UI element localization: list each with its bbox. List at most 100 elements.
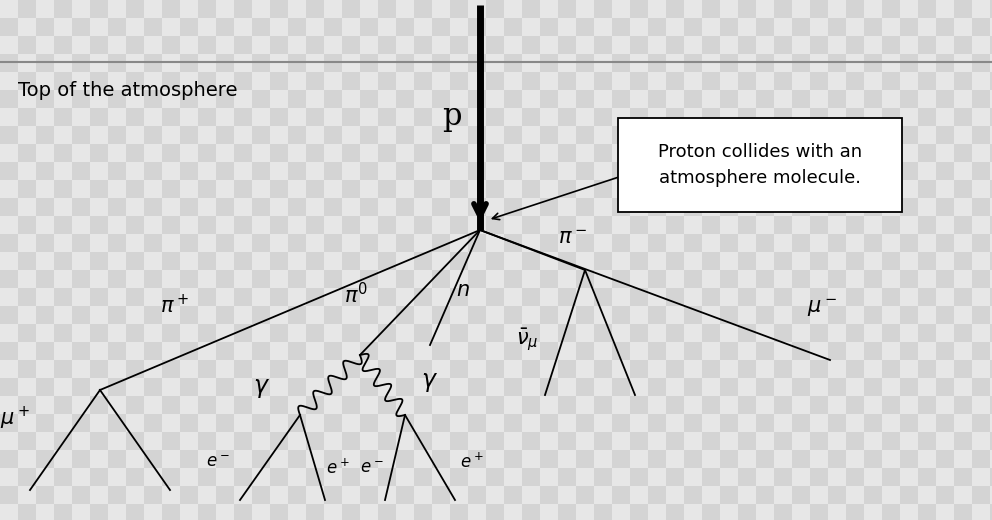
Bar [162, 270, 180, 288]
Bar [252, 288, 270, 306]
Bar [756, 36, 774, 54]
Bar [54, 18, 72, 36]
Bar [648, 288, 666, 306]
Bar [504, 72, 522, 90]
Bar [738, 234, 756, 252]
Bar [504, 216, 522, 234]
Bar [702, 378, 720, 396]
Bar [630, 18, 648, 36]
Bar [252, 36, 270, 54]
Bar [630, 414, 648, 432]
Bar [828, 324, 846, 342]
Bar [504, 324, 522, 342]
Bar [666, 270, 684, 288]
Bar [288, 288, 306, 306]
Bar [990, 342, 992, 360]
Bar [774, 306, 792, 324]
Bar [414, 450, 432, 468]
Bar [900, 0, 918, 18]
Bar [936, 396, 954, 414]
Bar [360, 252, 378, 270]
Bar [720, 396, 738, 414]
Bar [270, 486, 288, 504]
Bar [18, 486, 36, 504]
Bar [288, 0, 306, 18]
Bar [90, 198, 108, 216]
Bar [792, 216, 810, 234]
Bar [666, 342, 684, 360]
Bar [144, 324, 162, 342]
Bar [90, 414, 108, 432]
Text: $e^+$: $e^+$ [326, 458, 350, 478]
Bar [738, 54, 756, 72]
Bar [900, 288, 918, 306]
Bar [612, 252, 630, 270]
Bar [270, 414, 288, 432]
Bar [324, 396, 342, 414]
Bar [90, 18, 108, 36]
Bar [684, 252, 702, 270]
Bar [846, 234, 864, 252]
Bar [378, 90, 396, 108]
Bar [918, 198, 936, 216]
Bar [990, 486, 992, 504]
Bar [144, 432, 162, 450]
Bar [666, 162, 684, 180]
Bar [594, 450, 612, 468]
Bar [792, 108, 810, 126]
Bar [36, 468, 54, 486]
Bar [918, 306, 936, 324]
Bar [666, 54, 684, 72]
Bar [846, 342, 864, 360]
Bar [126, 54, 144, 72]
Bar [522, 450, 540, 468]
Bar [234, 126, 252, 144]
Bar [720, 36, 738, 54]
Bar [180, 144, 198, 162]
Bar [216, 252, 234, 270]
Bar [612, 504, 630, 520]
Bar [396, 108, 414, 126]
Bar [558, 414, 576, 432]
Bar [900, 504, 918, 520]
Bar [468, 468, 486, 486]
Bar [342, 414, 360, 432]
Bar [846, 90, 864, 108]
Bar [594, 270, 612, 288]
Bar [630, 90, 648, 108]
Bar [36, 324, 54, 342]
Bar [576, 180, 594, 198]
Bar [612, 288, 630, 306]
Bar [54, 54, 72, 72]
Bar [684, 324, 702, 342]
Bar [450, 54, 468, 72]
Bar [306, 18, 324, 36]
Bar [990, 306, 992, 324]
Bar [720, 144, 738, 162]
Bar [90, 270, 108, 288]
Bar [792, 360, 810, 378]
Bar [738, 18, 756, 36]
Bar [72, 0, 90, 18]
Bar [486, 126, 504, 144]
Bar [234, 54, 252, 72]
Bar [810, 234, 828, 252]
Bar [414, 162, 432, 180]
Bar [180, 180, 198, 198]
Bar [630, 270, 648, 288]
Bar [990, 54, 992, 72]
Bar [396, 216, 414, 234]
Bar [576, 288, 594, 306]
Bar [504, 0, 522, 18]
Bar [594, 414, 612, 432]
Bar [576, 144, 594, 162]
Bar [360, 216, 378, 234]
Bar [234, 306, 252, 324]
Bar [270, 450, 288, 468]
Bar [576, 36, 594, 54]
Bar [306, 90, 324, 108]
Bar [36, 360, 54, 378]
Bar [162, 450, 180, 468]
Bar [378, 378, 396, 396]
Bar [180, 252, 198, 270]
